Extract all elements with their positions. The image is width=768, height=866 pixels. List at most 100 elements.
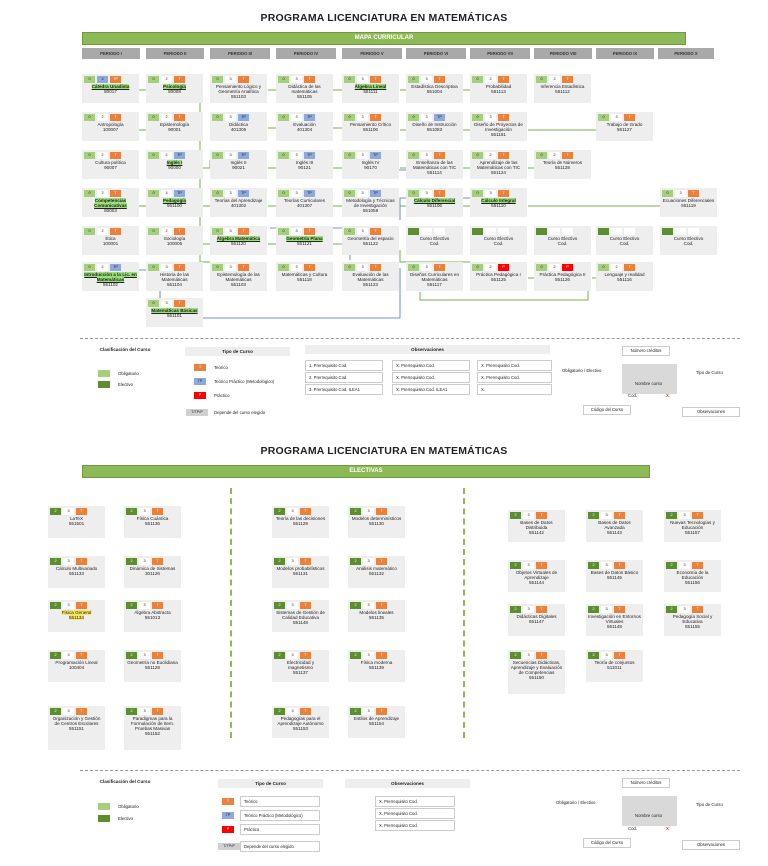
elective-card[interactable]: 2 3 T Electricidad y magnetismo 551137 (272, 650, 329, 682)
elective-card[interactable]: 2 3 T Economía de la Educación 551156 (664, 560, 721, 592)
course-card[interactable]: 0 3 T Diseño de Proyectos de Investigación 5… (470, 112, 527, 141)
course-card[interactable]: 0 3 TP Didáctica 401305 (210, 112, 267, 141)
elective-card[interactable]: 2 3 T Bases de Datos Básico 551145 (586, 560, 643, 592)
course-card[interactable]: 0 2 T Probabilidad 551113 (470, 74, 527, 103)
elective-card[interactable]: 2 3 T Objetos Virtuales de Aprendizaje 55114… (508, 560, 565, 592)
course-card[interactable]: 0 3 T Pensamiento Crítico 551106 (342, 112, 399, 141)
course-code: Cod. (619, 241, 630, 246)
elective-chip: T (300, 652, 311, 659)
elective-card[interactable]: 2 3 T LaTeX 551501 (48, 506, 105, 538)
elective-card[interactable]: 2 3 T Bases de Datos Avanzada 551143 (586, 510, 643, 542)
elective-card[interactable]: 2 3 T Pedagogía Social y Educativa 551155 (664, 604, 721, 636)
course-card[interactable]: 0 2 TP Inglés I 90000 (146, 150, 203, 179)
elective-name: Economía de la Educación 551156 (664, 570, 721, 585)
course-card[interactable]: 0 3 T Cálculo Integral 551110 (470, 188, 527, 217)
course-card[interactable]: Curso Electivo Cod. (470, 226, 527, 255)
course-card[interactable]: 0 2 T Sociología 100005 (146, 226, 203, 255)
course-card[interactable]: Curso Electivo Cod. (596, 226, 653, 255)
elective-card[interactable]: 2 3 T Modelos determinísticos 551130 (348, 506, 405, 538)
course-card[interactable]: 0 3 TP Diseño de Instrucción 551083 (406, 112, 463, 141)
elective-card[interactable]: 2 3 T Física General 551134 (48, 600, 105, 632)
elective-card[interactable]: 2 3 T Modelos lineales 551135 (348, 600, 405, 632)
course-card[interactable]: 0 3 TP Metodología y Técnicas de Investigac… (342, 188, 399, 217)
course-card[interactable]: 0 2 T Antropología 100007 (82, 112, 139, 141)
course-card[interactable]: 0 2 P Práctica Pedagógica I 551125 (470, 262, 527, 291)
elective-card[interactable]: 2 3 T Pedagogías para el Aprendizaje Autóno… (272, 706, 329, 738)
elective-card[interactable]: 2 3 T Secuencias Didácticas, Aprendizaje y … (508, 650, 565, 694)
course-name-text: Lenguaje y realidad (604, 272, 645, 277)
elective-card[interactable]: 2 3 T Organización y Gestión de Centros Esc… (48, 706, 105, 750)
course-card[interactable]: 0 2 P Práctica Pedagógica II 551126 (534, 262, 591, 291)
elective-card[interactable]: 2 3 T Cálculo Multivariado 551133 (48, 556, 105, 588)
course-card[interactable]: 0 3 T Trabajo de Grado 551127 (596, 112, 653, 141)
elective-card[interactable]: 2 3 T Modelos probabilísticos 551131 (272, 556, 329, 588)
course-card[interactable]: 0 3 T Geometría del espacio 551122 (342, 226, 399, 255)
course-card[interactable]: 0 3 T Estadística Descriptiva 551004 (406, 74, 463, 103)
elective-name-text: Secuencias Didácticas, Aprendizaje y Eva… (510, 660, 563, 675)
course-card[interactable]: 0 2 T Cultura política 90007 (82, 150, 139, 179)
course-card[interactable]: 0 2 T Lenguaje y realidad 551116 (596, 262, 653, 291)
elective-card[interactable]: 2 3 T Teoría de las decisiones 551129 (272, 506, 329, 538)
elective-card[interactable]: 2 3 T Análisis matemático 551132 (348, 556, 405, 588)
course-card[interactable]: Curso Electivo Cod. (406, 226, 463, 255)
elective-card[interactable]: 2 3 T Programación Lineal 100404 (48, 650, 105, 682)
course-card[interactable]: 0 3 T Matemáticas Básicas 551101 (146, 298, 203, 327)
course-card[interactable]: 0 3 T Epistemología de las Matemáticas 55110… (210, 262, 267, 291)
course-card[interactable]: 0 3 T Álgebra Matemática 551120 (210, 226, 267, 255)
elective-name-text: Modelos determinísticos (351, 516, 402, 521)
elective-card[interactable]: 2 3 T Estilos de Aprendizaje 551154 (348, 706, 405, 738)
elective-card[interactable]: 2 3 T Nuevas Tecnologías y Educación 551157 (664, 510, 721, 542)
course-card[interactable]: 0 3 T Pensamiento Lógico y Geometría Analít… (210, 74, 267, 103)
elective-card[interactable]: 2 3 T Álgebra Abstracta 551013 (124, 600, 181, 632)
course-card[interactable]: 0 3 TP Teorías Curriculares 401307 (276, 188, 333, 217)
course-card[interactable]: 0 3 T Evaluación de las Matemáticas 551123 (342, 262, 399, 291)
obs-2: 2. Prerrequisito Cod. (305, 372, 383, 383)
elective-card[interactable]: 2 3 T Geometría no Euclidiana 551128 (124, 650, 181, 682)
elective-card[interactable]: 2 3 T Didácticas Digitales 551147 (508, 604, 565, 636)
course-card[interactable]: 0 2 TP Introducción a la Lic. en Matemática… (82, 262, 139, 291)
course-card[interactable]: 0 4 TP Cátedra Unadista 80017 (82, 74, 139, 103)
course-card[interactable]: 0 2 T Aprendizaje de las Matemáticas con TI… (470, 150, 527, 179)
course-chip: 0 (148, 264, 159, 271)
course-card[interactable]: 0 3 T Cálculo Diferencial 551106 (406, 188, 463, 217)
course-card[interactable]: 0 3 T Matemáticas y Cultura 551118 (276, 262, 333, 291)
course-card[interactable]: Curso Electivo Cod. (660, 226, 717, 255)
course-card[interactable]: 0 4 TP Pedagogía 551100 (146, 188, 203, 217)
elective-card[interactable]: 2 3 T Física moderna 551139 (348, 650, 405, 682)
elective-card[interactable]: 2 3 T Sistemas de Gestión de Calidad Educat… (272, 600, 329, 632)
course-card[interactable]: 0 3 T Ecuaciones Diferenciales 551119 (660, 188, 717, 217)
course-card[interactable]: 0 2 T Epistemología 90001 (146, 112, 203, 141)
course-card[interactable]: 0 3 T Diseños Curriculares en Matemáticas 55… (406, 262, 463, 291)
course-chip (624, 228, 635, 235)
course-card[interactable]: 0 2 T Teoría de Números 551128 (534, 150, 591, 179)
course-card[interactable]: Curso Electivo Cod. (534, 226, 591, 255)
course-code: 401304 (296, 127, 313, 132)
course-card[interactable]: 0 2 T Ética 100001 (82, 226, 139, 255)
elective-card[interactable]: 2 3 T Física Cuántica 551136 (124, 506, 181, 538)
course-card[interactable]: 0 3 TP Inglés II 90021 (210, 150, 267, 179)
elective-card[interactable]: 2 3 T Paradigmas para la Formulación de Ite… (124, 706, 181, 750)
course-name: Diseños Curriculares en Matemáticas 55111… (406, 272, 463, 287)
elective-card[interactable]: 2 3 T Investigación en Entornos Virtuales 55… (586, 604, 643, 636)
course-card[interactable]: 0 2 T Competencias Comunicativas 80003 (82, 188, 139, 217)
course-card[interactable]: 0 3 T Historia de las Matemáticas 551104 (146, 262, 203, 291)
course-card[interactable]: 0 3 TP Teorías del Aprendizaje 401302 (210, 188, 267, 217)
course-card[interactable]: 0 3 T Didáctica de las matemáticas 551105 (276, 74, 333, 103)
course-chip: T (174, 264, 185, 271)
course-card[interactable]: 0 2 T Inferencia Estadística 551112 (534, 74, 591, 103)
course-code: 551121 (297, 241, 312, 246)
elective-card[interactable]: 2 3 T Bases de Datos Distribuida 551142 (508, 510, 565, 542)
elective-card[interactable]: 2 3 T Teoría de conjuntos 511011 (586, 650, 643, 682)
elective-name-text: Teoría de las decisiones (275, 516, 326, 521)
course-card[interactable]: 0 3 T Enseñanza de las Matemáticas con TIC 5… (406, 150, 463, 179)
course-card[interactable]: 0 3 T Geometría Plana 551121 (276, 226, 333, 255)
course-card[interactable]: 0 3 TP Inglés III 90121 (276, 150, 333, 179)
course-card[interactable]: 0 3 TP Evaluación 401304 (276, 112, 333, 141)
course-card[interactable]: 0 2 T Psicología 80008 (146, 74, 203, 103)
course-card[interactable]: 0 3 T Álgebra Lineal 551111 (342, 74, 399, 103)
elective-card[interactable]: 2 3 T Dinámica de Sistemas 301126 (124, 556, 181, 588)
elective-chip: 3 (523, 512, 534, 519)
elective-name-text: Bases de Datos Distribuida (520, 520, 553, 530)
course-card[interactable]: 0 3 TP Inglés IV 90170 (342, 150, 399, 179)
